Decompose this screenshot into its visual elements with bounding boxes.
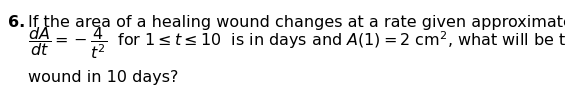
Text: $\dfrac{dA}{dt} = -\dfrac{4}{t^2}$  for $1 \leq t \leq 10$  is in days and $A(1): $\dfrac{dA}{dt} = -\dfrac{4}{t^2}$ for $… — [28, 25, 565, 61]
Text: If the area of a healing wound changes at a rate given approximately by: If the area of a healing wound changes a… — [28, 15, 565, 30]
Text: wound in 10 days?: wound in 10 days? — [28, 70, 179, 85]
Text: 6.: 6. — [8, 15, 25, 30]
